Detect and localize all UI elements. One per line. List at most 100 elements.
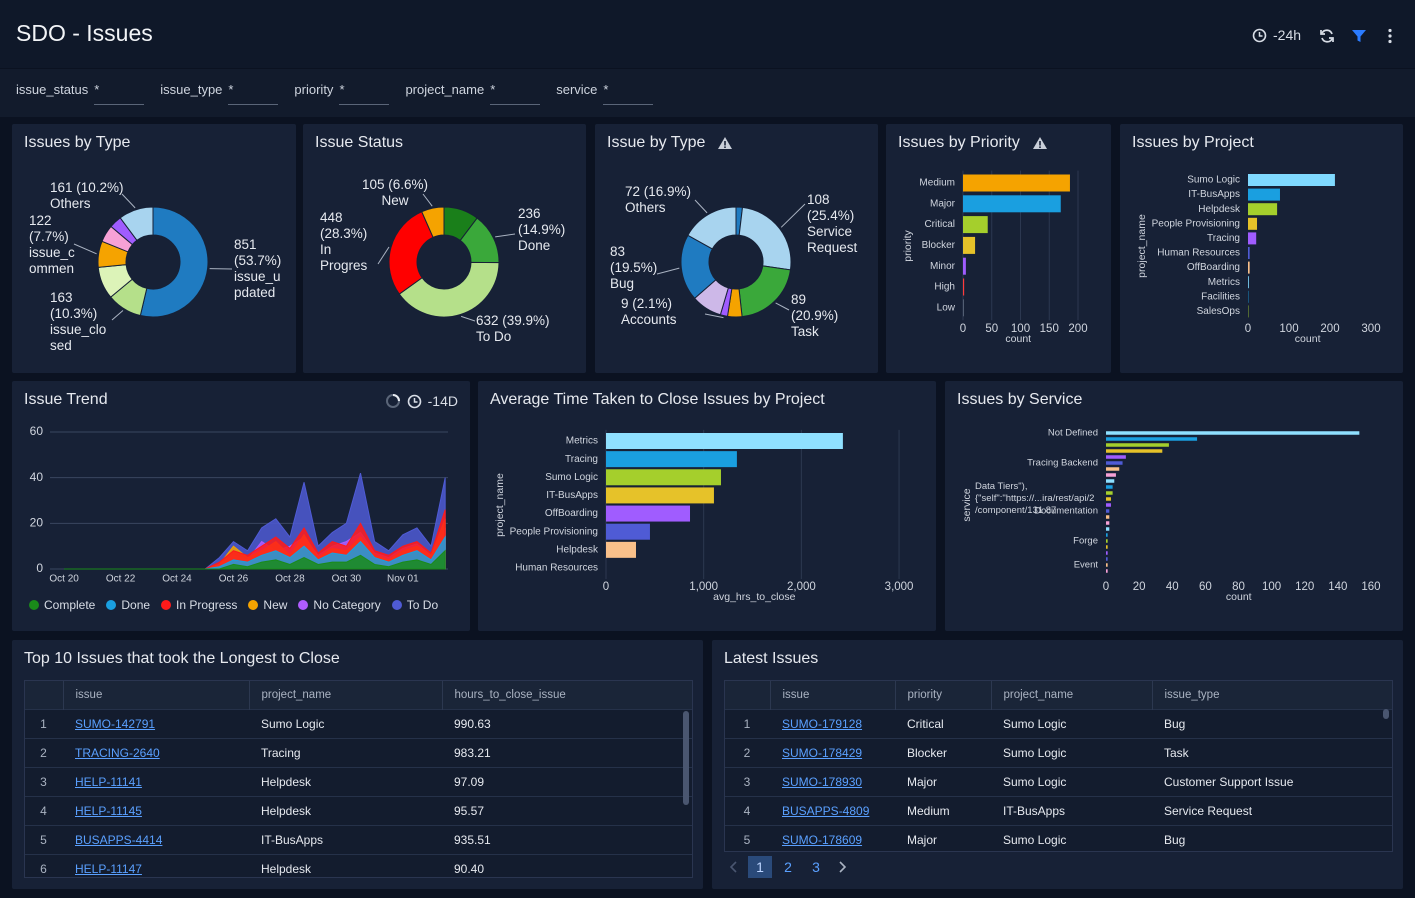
header-cell[interactable]: hours_to_close_issue xyxy=(442,681,692,710)
filter-label: service xyxy=(556,82,598,97)
legend-item[interactable]: No Category xyxy=(298,598,381,612)
filter[interactable]: issue_type * xyxy=(160,82,279,105)
panel: 0 50 100 150 200 count priority Medium Major Crit… xyxy=(886,124,1111,373)
bar xyxy=(1106,467,1120,471)
header-cell[interactable]: project_name xyxy=(249,681,443,710)
issue-link[interactable]: TRACING-2640 xyxy=(75,746,160,760)
table-cell: Major xyxy=(895,767,991,797)
y-tick-label: 20 xyxy=(30,516,44,530)
page-button[interactable]: 1 xyxy=(748,856,772,878)
issue-link[interactable]: SUMO-178429 xyxy=(782,746,863,760)
x-tick-label: 200 xyxy=(1320,323,1339,335)
scrollbar[interactable] xyxy=(1383,709,1389,719)
issue-link[interactable]: SUMO-142791 xyxy=(75,717,156,731)
table-row: 1 SUMO-142791 Sumo Logic 990.63 xyxy=(25,709,692,739)
header-cell[interactable]: issue xyxy=(770,681,896,710)
series-area xyxy=(64,549,446,570)
header-cell[interactable]: project_name xyxy=(991,681,1153,710)
pie-slice xyxy=(398,261,500,318)
time-range[interactable]: -24h xyxy=(1273,27,1302,43)
slice-value-label: 161 (10.2%) xyxy=(50,180,124,195)
menu-icon[interactable] xyxy=(1386,28,1394,44)
issue-link[interactable]: SUMO-179128 xyxy=(782,717,863,731)
issue-link[interactable]: HELP-11147 xyxy=(75,862,142,876)
warning-icon[interactable] xyxy=(717,136,733,150)
page-arrow[interactable] xyxy=(832,857,852,877)
bar xyxy=(1106,557,1108,561)
slice-category-label: Others xyxy=(625,200,666,215)
filter[interactable]: priority * xyxy=(294,82,390,105)
legend-item[interactable]: Done xyxy=(106,598,150,612)
bar xyxy=(1106,443,1169,447)
row-number: 4 xyxy=(25,796,63,826)
issue-link[interactable]: HELP-11141 xyxy=(75,775,142,789)
x-tick-label: 120 xyxy=(1295,581,1314,593)
y-tick-label: IT-BusApps xyxy=(1188,189,1240,200)
slice-category-label: Accounts xyxy=(621,312,677,327)
leader-line xyxy=(495,233,516,238)
panel-time-range[interactable]: -14D xyxy=(427,393,458,409)
panel: 0 100 200 300 count project_name Sumo Logic IT-… xyxy=(1120,124,1403,373)
bar xyxy=(606,451,737,468)
panel: 851 (53.7%) issue_updated 163 (10.3%) issue… xyxy=(12,124,296,373)
issue-link[interactable]: SUMO-178930 xyxy=(782,775,863,789)
filter[interactable]: service * xyxy=(556,82,654,105)
issue-link[interactable]: BUSAPPS-4414 xyxy=(75,833,163,847)
scrollbar[interactable] xyxy=(683,711,689,805)
panel-title-text: Top 10 Issues that took the Longest to C… xyxy=(24,650,340,667)
panel-title-text: Average Time Taken to Close Issues by Pr… xyxy=(490,391,825,408)
leader-line xyxy=(377,246,390,265)
header-cell[interactable]: issue xyxy=(63,681,250,710)
bar xyxy=(1248,247,1250,259)
panel: Latest Issues issue priority project_name i… xyxy=(712,640,1403,889)
x-tick-label: 20 xyxy=(1133,581,1146,593)
header-cell[interactable]: issue_type xyxy=(1152,681,1392,710)
table-cell: Customer Support Issue xyxy=(1152,767,1392,797)
table-cell: Sumo Logic xyxy=(249,709,442,739)
x-tick-label: Oct 24 xyxy=(162,574,192,585)
leader-line xyxy=(780,203,806,228)
table-cell: SUMO-179128 xyxy=(770,709,895,739)
table-cell: Blocker xyxy=(895,738,991,768)
legend-item[interactable]: In Progress xyxy=(161,598,237,612)
y-tick-label: Metrics xyxy=(566,436,598,447)
legend-label: No Category xyxy=(313,598,381,612)
filter[interactable]: project_name * xyxy=(405,82,541,105)
clock-icon[interactable] xyxy=(1252,28,1267,43)
page-button[interactable]: 3 xyxy=(812,859,820,875)
x-tick-label: 60 xyxy=(1199,581,1212,593)
y-tick-label: Event xyxy=(1074,560,1099,571)
slice-category-label: issue_updated xyxy=(234,269,281,300)
page-arrow[interactable] xyxy=(724,857,744,877)
bar xyxy=(1106,551,1108,555)
header-row: issue project_name hours_to_close_issue xyxy=(25,681,692,710)
legend-item[interactable]: Complete xyxy=(29,598,95,612)
issue-link[interactable]: HELP-11145 xyxy=(75,804,142,818)
table-cell: Major xyxy=(895,825,991,851)
issue-link[interactable]: BUSAPPS-4809 xyxy=(782,804,870,818)
leader-line xyxy=(422,193,433,207)
filter-icon[interactable] xyxy=(1351,28,1367,44)
table-cell: Sumo Logic xyxy=(991,825,1152,851)
issue-link[interactable]: SUMO-178609 xyxy=(782,833,863,847)
header-cell[interactable]: priority xyxy=(895,681,992,710)
warning-icon[interactable] xyxy=(1032,136,1048,150)
header-cell xyxy=(25,681,64,710)
x-tick-label: Oct 30 xyxy=(332,574,362,585)
clock-icon[interactable] xyxy=(407,394,422,409)
bar xyxy=(1106,449,1163,453)
slice-category-label: issue_closed xyxy=(50,322,107,353)
bar xyxy=(606,469,721,486)
filter[interactable]: issue_status * xyxy=(16,82,145,105)
page-button[interactable]: 2 xyxy=(784,859,792,875)
slice-value-label: 851 (53.7%) xyxy=(234,237,282,268)
refresh-icon[interactable] xyxy=(1319,28,1335,44)
x-tick-label: 100 xyxy=(1262,581,1281,593)
filter-value: * xyxy=(603,82,654,105)
y-tick-label: IT-BusApps xyxy=(546,490,598,501)
legend-swatch xyxy=(298,600,309,610)
y-tick-label: Sumo Logic xyxy=(545,472,598,483)
legend-item[interactable]: New xyxy=(248,598,287,612)
y-tick-label: Facilities xyxy=(1201,291,1240,302)
legend-item[interactable]: To Do xyxy=(391,598,438,612)
